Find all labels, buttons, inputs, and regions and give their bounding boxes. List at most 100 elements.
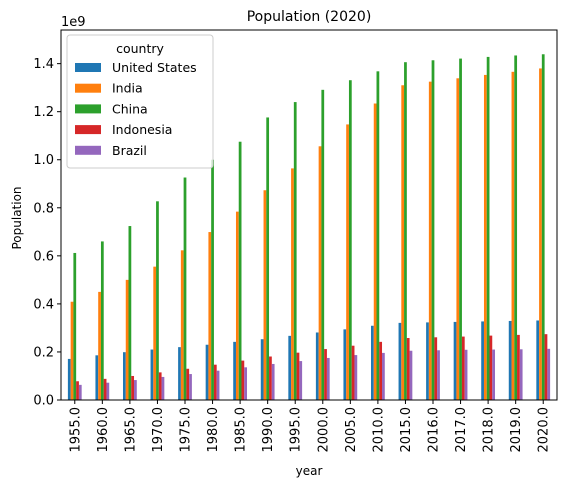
legend-swatch — [75, 63, 101, 72]
bar — [98, 291, 101, 400]
bar — [271, 363, 275, 400]
legend-label: India — [112, 81, 143, 96]
legend-label: China — [112, 101, 148, 116]
bar — [103, 378, 107, 400]
bar — [235, 211, 239, 400]
bar — [456, 78, 460, 400]
bar — [354, 355, 358, 400]
bar — [161, 376, 165, 400]
legend-label: Indonesia — [112, 122, 172, 137]
y-tick-label: 0.2 — [33, 345, 54, 360]
bar — [398, 322, 402, 400]
bar — [318, 146, 322, 400]
bar — [492, 349, 495, 400]
bar — [351, 345, 355, 400]
bar — [541, 54, 545, 400]
bar — [326, 357, 330, 400]
bar — [404, 62, 407, 401]
bar — [343, 329, 347, 400]
legend-swatch — [75, 145, 101, 155]
legend: country United States India China Indonesia B… — [66, 34, 214, 169]
bar — [263, 190, 267, 400]
bar — [178, 347, 181, 400]
bar — [180, 250, 184, 400]
bar — [269, 356, 272, 400]
x-axis-title: year — [296, 464, 323, 478]
bar — [293, 102, 297, 401]
y-axis-title: Population — [10, 186, 24, 249]
x-tick-label: 2000.0 — [316, 407, 331, 453]
x-tick-label: 1965.0 — [123, 407, 138, 453]
bar — [208, 232, 212, 400]
bar — [437, 350, 440, 400]
bar — [216, 370, 220, 400]
bar — [486, 56, 490, 401]
bar — [299, 361, 303, 400]
bar — [260, 339, 264, 400]
legend-title: country — [116, 41, 164, 56]
x-tick-label: 2016.0 — [427, 407, 442, 453]
bar — [134, 380, 137, 400]
bar — [95, 355, 99, 400]
bar — [544, 334, 548, 400]
y-tick-label: 1.4 — [33, 57, 54, 72]
legend-swatch — [75, 125, 101, 135]
y-tick-label: 0.8 — [33, 201, 54, 216]
bar — [428, 81, 432, 400]
x-tick-label: 1970.0 — [151, 407, 166, 453]
x-tick-label: 1960.0 — [96, 407, 111, 453]
x-tick-label: 1985.0 — [234, 407, 249, 453]
bar — [106, 382, 110, 400]
bar — [67, 358, 71, 400]
bar — [131, 375, 135, 400]
bar — [266, 117, 270, 401]
bar — [315, 332, 319, 400]
x-tick-label: 2018.0 — [482, 407, 497, 453]
bar — [539, 68, 542, 400]
x-tick-label: 1980.0 — [206, 407, 221, 453]
bar — [511, 71, 515, 401]
bar — [401, 85, 405, 401]
bar — [189, 374, 192, 400]
bar — [158, 372, 162, 400]
bar — [464, 349, 468, 400]
bar — [426, 322, 429, 400]
bar — [324, 349, 327, 400]
x-tick-label: 1975.0 — [179, 407, 194, 453]
y-offset-label: 1e9 — [61, 15, 86, 30]
bar — [183, 177, 187, 400]
bar — [489, 335, 493, 400]
legend-swatch — [75, 104, 101, 114]
bars-layer — [67, 54, 551, 401]
bar — [461, 336, 465, 400]
bar — [382, 352, 385, 400]
bar — [483, 74, 487, 400]
y-tick-label: 0.6 — [33, 249, 54, 264]
bar — [514, 55, 518, 401]
bar — [186, 368, 190, 400]
bar — [547, 348, 551, 400]
x-tick-label: 2020.0 — [537, 407, 552, 453]
bar — [211, 159, 214, 400]
bar — [434, 337, 438, 400]
bar — [373, 103, 377, 401]
bar — [348, 80, 352, 400]
bar — [76, 381, 79, 400]
bar — [70, 301, 74, 400]
bar — [481, 321, 484, 400]
x-tick-label: 2019.0 — [509, 407, 524, 453]
x-tick-label: 2015.0 — [399, 407, 414, 453]
bar — [153, 266, 157, 400]
bar — [536, 320, 540, 400]
bar — [238, 141, 242, 401]
bar — [296, 352, 300, 400]
bar — [346, 124, 349, 400]
x-tick-label: 2010.0 — [371, 407, 386, 453]
bar — [288, 335, 292, 400]
bar — [376, 71, 380, 400]
x-tick-label: 1955.0 — [68, 407, 83, 453]
bar — [321, 89, 325, 400]
legend-swatch — [75, 83, 101, 93]
bar — [453, 321, 457, 400]
